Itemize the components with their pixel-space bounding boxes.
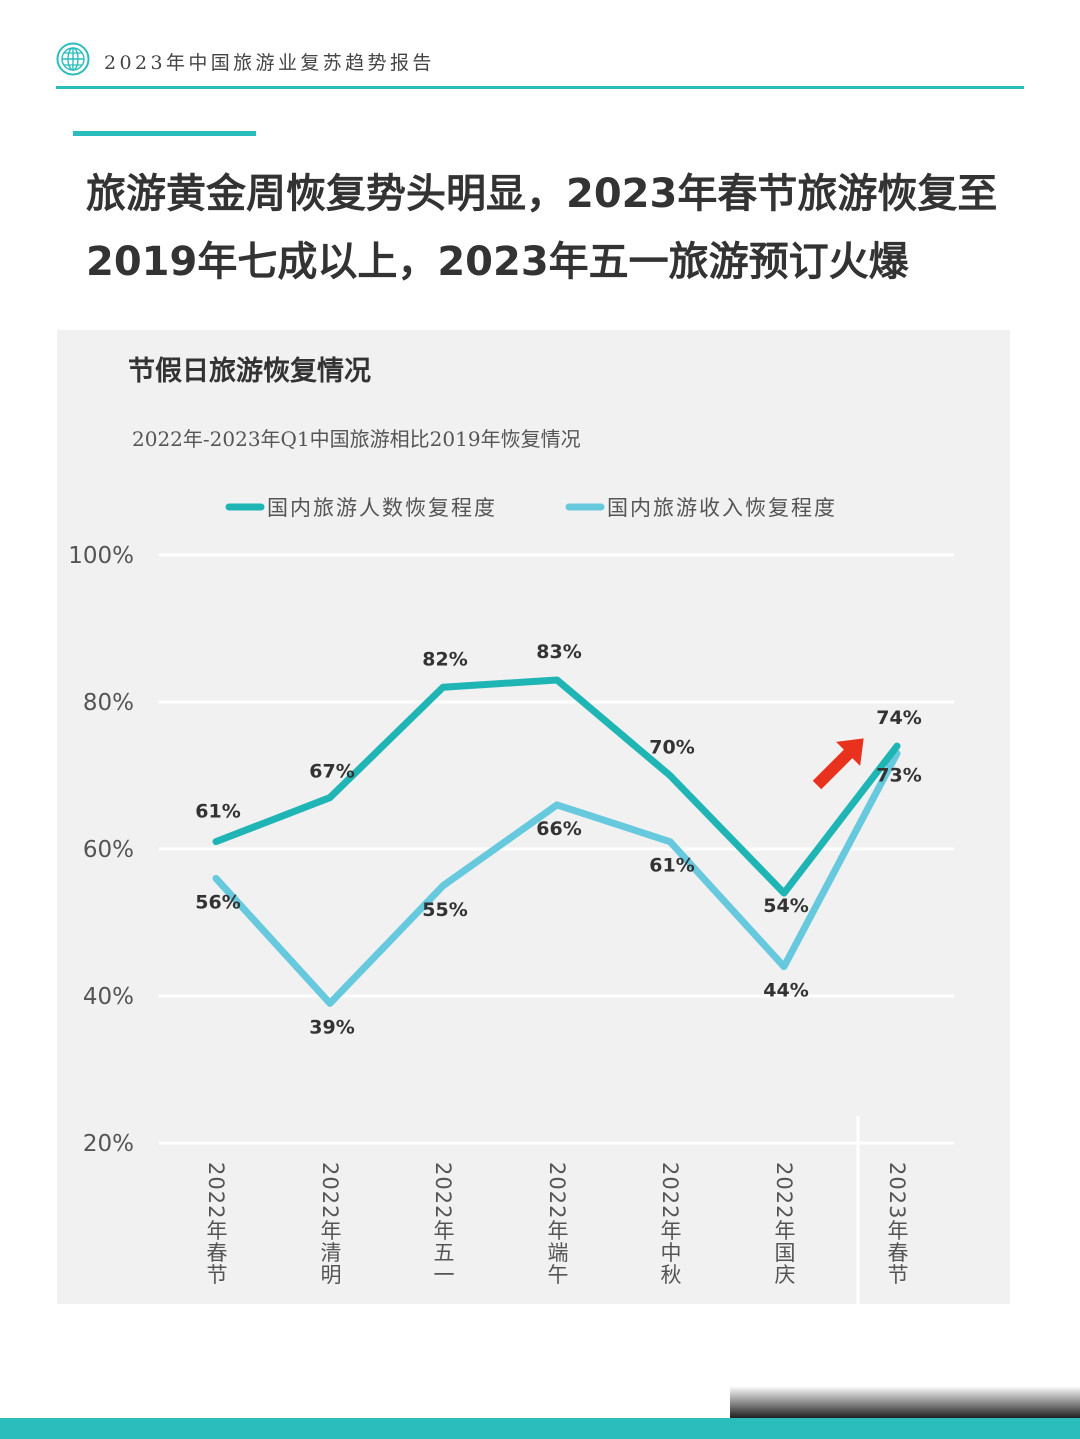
data-labels: 61% 67% 82% 83% 70% 54% 74% 56% 39% 55% 66% 61% 44% 7… [195,641,921,1038]
x-tick-label: 2022年春节 [204,1162,228,1285]
data-label: 83% [536,641,581,663]
chart-title: 节假日旅游恢复情况 [128,355,371,387]
page-headline: 旅游黄金周恢复势头明显，2023年春节旅游恢复至 2019年七成以上，2023年… [86,160,1026,296]
y-tick-label: 80% [83,690,134,716]
series-lines [212,676,901,1007]
series-line-1 [212,676,901,897]
data-label: 61% [649,855,694,877]
data-label: 67% [309,761,354,783]
data-label: 61% [195,801,240,823]
trend-up-arrow-icon [812,738,864,790]
globe-logo-icon [56,42,90,76]
y-axis: 20% 40% 60% 80% 100% [68,543,134,1157]
data-label: 44% [763,980,808,1002]
data-label: 54% [763,895,808,917]
chart-legend: 国内旅游人数恢复程度 国内旅游收入恢复程度 [225,496,837,520]
y-tick-label: 20% [83,1131,134,1157]
x-tick-label: 2022年五一 [431,1162,455,1285]
y-tick-label: 40% [83,984,134,1010]
data-label: 55% [422,899,467,921]
chart-panel: 节假日旅游恢复情况 2022年-2023年Q1中国旅游相比2019年恢复情况 国… [57,330,1010,1304]
x-tick-label: 2022年清明 [318,1162,342,1285]
headline-accent-bar [73,131,256,136]
series-line-2 [212,749,901,1007]
data-label: 73% [876,764,921,786]
footer-bar [0,1418,1080,1439]
chart-subtitle: 2022年-2023年Q1中国旅游相比2019年恢复情况 [132,427,581,451]
report-title: 2023年中国旅游业复苏趋势报告 [104,52,435,74]
line-chart: 节假日旅游恢复情况 2022年-2023年Q1中国旅游相比2019年恢复情况 国… [68,355,954,1304]
data-label: 70% [649,737,694,759]
report-header: 2023年中国旅游业复苏趋势报告 [56,38,1026,90]
data-label: 39% [309,1016,354,1038]
data-label: 82% [422,648,467,670]
legend-label: 国内旅游人数恢复程度 [267,496,497,520]
x-tick-label: 2023年春节 [885,1162,909,1285]
data-label: 66% [536,818,581,840]
x-tick-label: 2022年国庆 [772,1162,796,1285]
headline-line-2: 2019年七成以上，2023年五一旅游预订火爆 [86,239,909,285]
data-label: 74% [876,707,921,729]
page-corner-shadow [730,1386,1080,1420]
x-axis: 2022年春节 2022年清明 2022年五一 2022年端午 2022年中秋 2022年… [204,1162,909,1285]
header-divider [56,86,1024,89]
y-tick-label: 60% [83,837,134,863]
x-tick-label: 2022年端午 [545,1162,569,1285]
data-label: 56% [195,891,240,913]
x-tick-label: 2022年中秋 [658,1162,682,1285]
legend-label: 国内旅游收入恢复程度 [607,496,837,520]
y-tick-label: 100% [68,543,134,569]
headline-line-1: 旅游黄金周恢复势头明显，2023年春节旅游恢复至 [86,171,998,217]
